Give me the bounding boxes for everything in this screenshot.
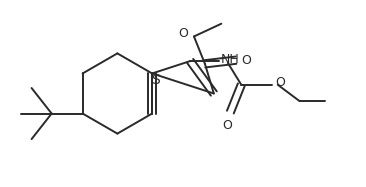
Text: NH: NH — [221, 53, 240, 66]
Text: O: O — [179, 27, 188, 40]
Text: O: O — [275, 76, 285, 89]
Text: S: S — [151, 73, 160, 87]
Text: O: O — [242, 54, 251, 67]
Text: O: O — [222, 119, 232, 132]
